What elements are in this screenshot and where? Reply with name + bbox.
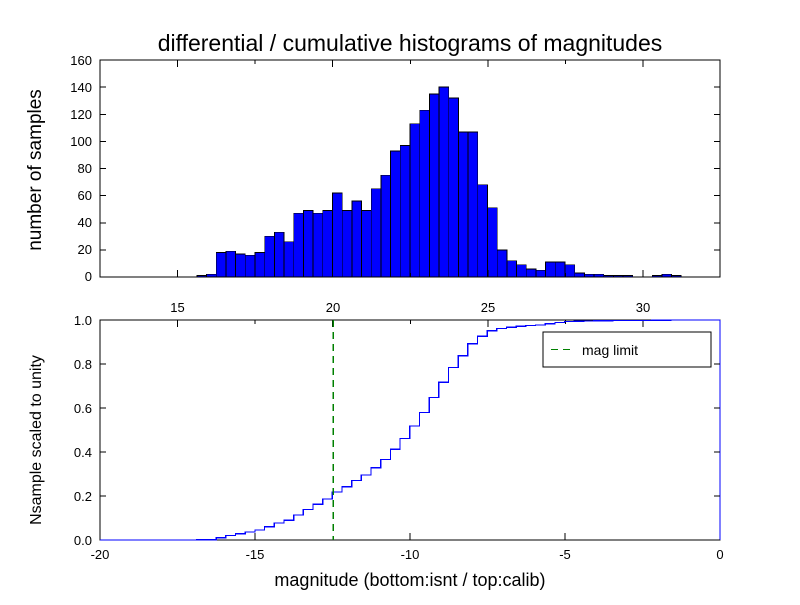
svg-text:80: 80 — [78, 161, 92, 176]
svg-text:20: 20 — [326, 300, 340, 315]
svg-text:160: 160 — [70, 53, 92, 68]
svg-text:120: 120 — [70, 107, 92, 122]
svg-text:differential / cumulative hist: differential / cumulative histograms of … — [158, 30, 663, 56]
svg-text:60: 60 — [78, 188, 92, 203]
svg-text:0.6: 0.6 — [74, 401, 92, 416]
svg-text:0.8: 0.8 — [74, 357, 92, 372]
svg-text:number of samples: number of samples — [25, 89, 46, 251]
svg-text:30: 30 — [636, 300, 650, 315]
svg-text:mag limit: mag limit — [582, 342, 638, 358]
svg-text:Nsample scaled to unity: Nsample scaled to unity — [28, 355, 45, 525]
svg-text:-15: -15 — [246, 547, 265, 562]
svg-text:0.0: 0.0 — [74, 533, 92, 548]
svg-text:25: 25 — [481, 300, 495, 315]
svg-text:-20: -20 — [91, 547, 110, 562]
svg-text:-10: -10 — [401, 547, 420, 562]
svg-text:100: 100 — [70, 134, 92, 149]
svg-text:15: 15 — [170, 300, 184, 315]
svg-text:20: 20 — [78, 242, 92, 257]
svg-text:-5: -5 — [559, 547, 571, 562]
svg-text:0: 0 — [85, 269, 92, 284]
svg-text:0: 0 — [716, 547, 723, 562]
svg-text:1.0: 1.0 — [74, 313, 92, 328]
svg-text:0.4: 0.4 — [74, 445, 92, 460]
svg-text:40: 40 — [78, 215, 92, 230]
svg-text:140: 140 — [70, 80, 92, 95]
svg-text:magnitude (bottom:isnt / top:c: magnitude (bottom:isnt / top:calib) — [274, 570, 545, 590]
svg-text:0.2: 0.2 — [74, 489, 92, 504]
